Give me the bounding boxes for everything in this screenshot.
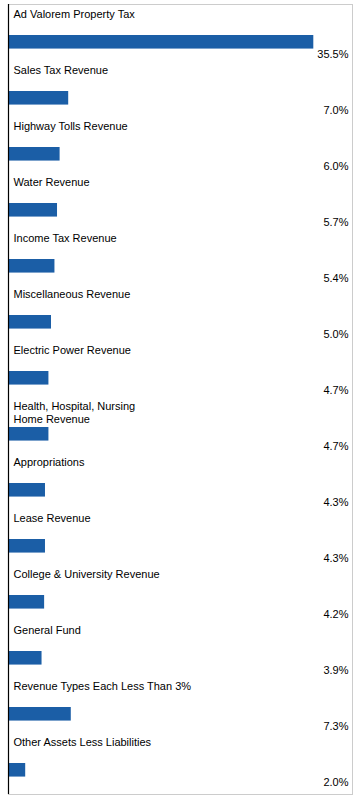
svg-text:Water Revenue: Water Revenue bbox=[14, 176, 90, 188]
svg-text:35.5%: 35.5% bbox=[317, 48, 348, 60]
svg-text:Ad Valorem Property Tax: Ad Valorem Property Tax bbox=[14, 8, 136, 20]
svg-text:4.2%: 4.2% bbox=[323, 608, 348, 620]
svg-text:5.4%: 5.4% bbox=[323, 272, 348, 284]
svg-text:4.3%: 4.3% bbox=[323, 496, 348, 508]
svg-text:5.7%: 5.7% bbox=[323, 216, 348, 228]
svg-text:6.0%: 6.0% bbox=[323, 160, 348, 172]
svg-text:General Fund: General Fund bbox=[14, 624, 81, 636]
svg-text:Lease Revenue: Lease Revenue bbox=[14, 512, 91, 524]
svg-text:Electric Power Revenue: Electric Power Revenue bbox=[14, 344, 131, 356]
svg-text:Appropriations: Appropriations bbox=[14, 456, 85, 468]
svg-text:7.3%: 7.3% bbox=[323, 720, 348, 732]
svg-text:2.0%: 2.0% bbox=[323, 776, 348, 788]
svg-text:3.9%: 3.9% bbox=[323, 664, 348, 676]
svg-text:4.7%: 4.7% bbox=[323, 384, 348, 396]
svg-text:Other Assets Less Liabilities: Other Assets Less Liabilities bbox=[14, 736, 152, 748]
svg-text:5.0%: 5.0% bbox=[323, 328, 348, 340]
svg-text:Revenue Types Each Less Than 3: Revenue Types Each Less Than 3% bbox=[14, 680, 192, 692]
svg-text:Highway Tolls Revenue: Highway Tolls Revenue bbox=[14, 120, 128, 132]
svg-text:4.3%: 4.3% bbox=[323, 552, 348, 564]
svg-text:Miscellaneous Revenue: Miscellaneous Revenue bbox=[14, 288, 131, 300]
svg-text:Health, Hospital, NursingHome: Health, Hospital, NursingHome Revenue bbox=[14, 400, 136, 425]
svg-text:Sales Tax Revenue: Sales Tax Revenue bbox=[14, 64, 109, 76]
svg-text:4.7%: 4.7% bbox=[323, 440, 348, 452]
svg-text:7.0%: 7.0% bbox=[323, 104, 348, 116]
svg-text:Income Tax Revenue: Income Tax Revenue bbox=[14, 232, 117, 244]
svg-text:College & University Revenue: College & University Revenue bbox=[14, 568, 160, 580]
